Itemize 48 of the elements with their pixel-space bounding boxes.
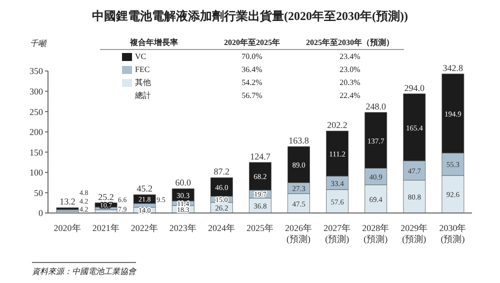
total-label: 13.2 bbox=[60, 196, 76, 207]
x-tick-label: 2024年 bbox=[208, 223, 235, 233]
y-axis-title: 千噸 bbox=[30, 38, 46, 49]
total-label: 124.7 bbox=[250, 151, 271, 162]
x-tick-label: 2020年 bbox=[54, 223, 81, 233]
chart-title: 中國鋰電池電解液添加劑行業出貨量(2020年至2030年(預測)) bbox=[91, 8, 409, 25]
text: 70.0% bbox=[242, 52, 262, 61]
annotation: 56.7% bbox=[240, 90, 264, 102]
y-tick-label: 250 bbox=[30, 106, 44, 117]
total-label: 202.2 bbox=[327, 120, 348, 130]
annotation: 20.3% bbox=[338, 77, 362, 89]
annotation: 36.4% bbox=[240, 64, 264, 76]
x-tick-label: 2030年 (預測) bbox=[439, 223, 466, 244]
y-tick-label: 200 bbox=[30, 127, 44, 138]
x-tick-label: 2023年 bbox=[169, 223, 196, 233]
y-tick-label: 50 bbox=[34, 188, 44, 198]
y-tick-label: 300 bbox=[30, 86, 44, 96]
annotation: 總計 bbox=[134, 90, 152, 102]
legend-label: 其他 bbox=[134, 77, 152, 89]
text: 2025年至2030年（預測） bbox=[306, 38, 394, 47]
text: 2020年至2025年 bbox=[224, 38, 280, 47]
x-tick-label: 2029年 (預測) bbox=[400, 223, 428, 244]
x-tick-label: 2022年 bbox=[130, 223, 158, 233]
y-tick-label: 150 bbox=[30, 147, 44, 158]
text: 23.4% bbox=[340, 52, 360, 61]
y-tick-label: 0 bbox=[38, 208, 44, 218]
annotation: 22.4% bbox=[338, 90, 362, 102]
total-label: 342.8 bbox=[442, 62, 464, 73]
x-tick-label: 2027年 (預測) bbox=[324, 223, 351, 244]
total-label: 248.0 bbox=[366, 101, 386, 112]
annotation: 54.2% bbox=[240, 77, 264, 89]
x-tick-label: 2028年 (預測) bbox=[362, 223, 390, 244]
legend-label: VC bbox=[134, 51, 148, 63]
total-label: 25.2 bbox=[98, 192, 114, 202]
y-tick-label: 350 bbox=[30, 66, 44, 76]
x-tick-label: 2025年 bbox=[246, 223, 274, 233]
total-label: 45.2 bbox=[136, 184, 152, 194]
y-tick-label: 100 bbox=[30, 168, 44, 178]
text: 複合年增長率 bbox=[130, 38, 178, 47]
total-label: 294.0 bbox=[404, 82, 426, 93]
total-label: 60.0 bbox=[175, 178, 192, 188]
legend-label: FEC bbox=[134, 64, 151, 76]
annotation: 23.0% bbox=[338, 64, 362, 76]
x-tick-label: 2021年 bbox=[92, 223, 120, 233]
x-tick-label: 2026年 (預測) bbox=[285, 223, 312, 244]
source-note: 資料來源：中國電池工業協會 bbox=[32, 262, 136, 277]
total-label: 87.2 bbox=[214, 166, 230, 177]
total-label: 163.8 bbox=[288, 136, 310, 146]
